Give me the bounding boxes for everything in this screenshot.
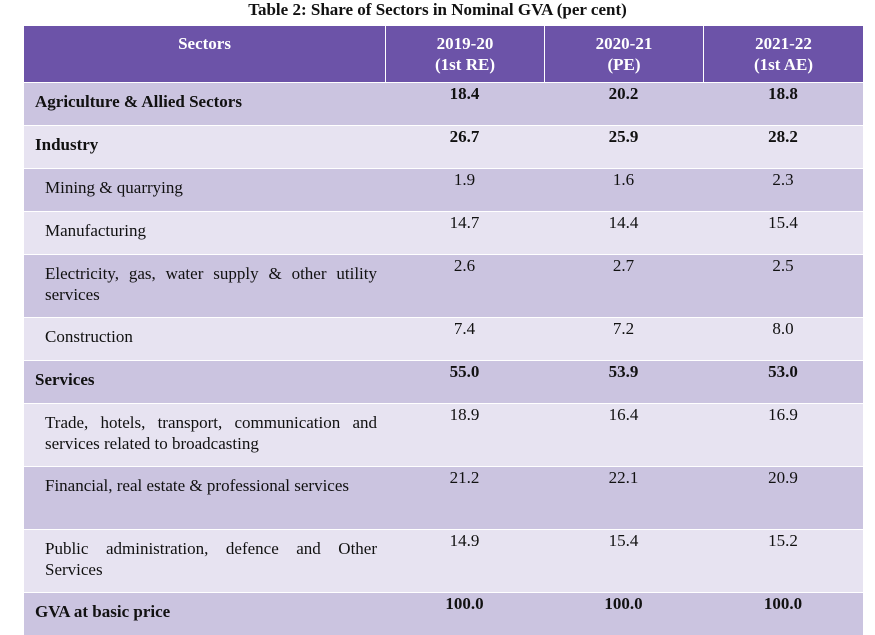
cell-2021-22: 15.4 xyxy=(703,211,863,254)
header-sectors: Sectors xyxy=(24,26,385,82)
row-label: Trade, hotels, transport, communication … xyxy=(45,413,377,453)
cell-2021-22: 100.0 xyxy=(703,592,863,635)
cell-2019-20: 21.2 xyxy=(385,466,544,529)
row-label: Construction xyxy=(24,317,385,360)
cell-2021-22: 16.9 xyxy=(703,403,863,466)
cell-2020-21: 53.9 xyxy=(544,360,703,403)
table-row: Mining & quarrying 1.9 1.6 2.3 xyxy=(24,168,863,211)
cell-2021-22: 18.8 xyxy=(703,82,863,125)
cell-2021-22: 8.0 xyxy=(703,317,863,360)
cell-2020-21: 25.9 xyxy=(544,125,703,168)
cell-2019-20: 55.0 xyxy=(385,360,544,403)
header-2020-21-year: 2020-21 xyxy=(595,34,653,53)
table-title: Table 2: Share of Sectors in Nominal GVA… xyxy=(248,0,627,19)
cell-2019-20: 1.9 xyxy=(385,168,544,211)
cell-2020-21: 20.2 xyxy=(544,82,703,125)
table-row: Manufacturing 14.7 14.4 15.4 xyxy=(24,211,863,254)
cell-2020-21: 100.0 xyxy=(544,592,703,635)
header-2021-22: 2021-22 (1st AE) xyxy=(703,26,863,82)
cell-2021-22: 20.9 xyxy=(703,466,863,529)
cell-2019-20: 18.9 xyxy=(385,403,544,466)
table-header-row: Sectors 2019-20 (1st RE) 2020-21 (PE) 2021… xyxy=(24,26,863,82)
cell-2021-22: 2.3 xyxy=(703,168,863,211)
cell-2021-22: 53.0 xyxy=(703,360,863,403)
cell-2020-21: 22.1 xyxy=(544,466,703,529)
cell-2020-21: 15.4 xyxy=(544,529,703,592)
cell-2019-20: 2.6 xyxy=(385,254,544,317)
cell-2019-20: 18.4 xyxy=(385,82,544,125)
cell-2020-21: 16.4 xyxy=(544,403,703,466)
row-label: Mining & quarrying xyxy=(24,168,385,211)
cell-2021-22: 28.2 xyxy=(703,125,863,168)
table-row: Industry 26.7 25.9 28.2 xyxy=(24,125,863,168)
cell-2020-21: 7.2 xyxy=(544,317,703,360)
row-label: Public administration, defence and Other… xyxy=(45,539,377,579)
row-label: Agriculture & Allied Sectors xyxy=(24,82,385,125)
header-2020-21: 2020-21 (PE) xyxy=(544,26,703,82)
row-label: Electricity, gas, water supply & other u… xyxy=(45,264,377,304)
cell-2019-20: 7.4 xyxy=(385,317,544,360)
cell-2019-20: 100.0 xyxy=(385,592,544,635)
table-row: Agriculture & Allied Sectors 18.4 20.2 1… xyxy=(24,82,863,125)
table-row: Public administration, defence and Other… xyxy=(24,529,863,592)
header-2019-20-status: (1st RE) xyxy=(435,55,495,74)
gva-share-table: Sectors 2019-20 (1st RE) 2020-21 (PE) 2021… xyxy=(24,26,863,635)
table-row: Electricity, gas, water supply & other u… xyxy=(24,254,863,317)
row-label: Industry xyxy=(24,125,385,168)
header-2021-22-year: 2021-22 xyxy=(755,34,812,53)
table-row: GVA at basic price 100.0 100.0 100.0 xyxy=(24,592,863,635)
cell-2020-21: 2.7 xyxy=(544,254,703,317)
table-row: Financial, real estate & professional se… xyxy=(24,466,863,529)
header-2019-20: 2019-20 (1st RE) xyxy=(385,26,544,82)
cell-2021-22: 2.5 xyxy=(703,254,863,317)
row-label: Services xyxy=(24,360,385,403)
row-label: Financial, real estate & professional se… xyxy=(45,476,349,495)
cell-2020-21: 14.4 xyxy=(544,211,703,254)
row-label: GVA at basic price xyxy=(24,592,385,635)
cell-2019-20: 14.7 xyxy=(385,211,544,254)
table-row: Construction 7.4 7.2 8.0 xyxy=(24,317,863,360)
cell-2019-20: 14.9 xyxy=(385,529,544,592)
table-row: Services 55.0 53.9 53.0 xyxy=(24,360,863,403)
row-label: Manufacturing xyxy=(24,211,385,254)
cell-2019-20: 26.7 xyxy=(385,125,544,168)
header-2019-20-year: 2019-20 xyxy=(436,34,494,53)
cell-2021-22: 15.2 xyxy=(703,529,863,592)
header-2021-22-status: (1st AE) xyxy=(753,55,814,74)
table-row: Trade, hotels, transport, communication … xyxy=(24,403,863,466)
cell-2020-21: 1.6 xyxy=(544,168,703,211)
header-2020-21-status: (PE) xyxy=(607,55,641,74)
